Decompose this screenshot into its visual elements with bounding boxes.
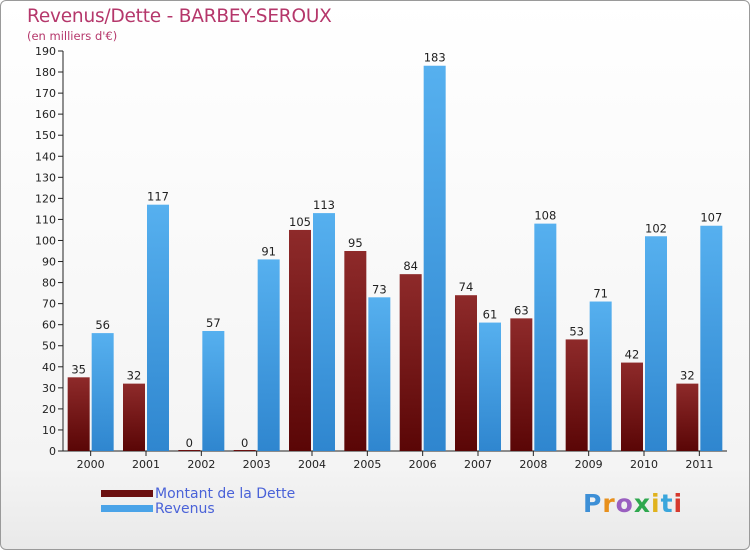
data-label: 105 <box>289 215 311 229</box>
x-tick-label: 2004 <box>298 458 326 471</box>
data-label: 53 <box>569 324 584 338</box>
bar-revenus <box>147 204 169 451</box>
data-label: 0 <box>186 436 193 450</box>
data-label: 57 <box>206 316 221 330</box>
x-tick-label: 2005 <box>353 458 381 471</box>
legend-label-revenus: Revenus <box>155 501 215 517</box>
bar-dette <box>676 383 699 451</box>
axes: 0102030405060708090100110120130140150160… <box>35 45 727 471</box>
bar-revenus <box>645 236 667 451</box>
y-tick-label: 100 <box>35 234 56 247</box>
y-tick-label: 120 <box>35 192 56 205</box>
bar-dette <box>455 295 477 451</box>
x-tick-label: 2007 <box>464 458 492 471</box>
bar-revenus <box>368 297 391 451</box>
x-tick-label: 2011 <box>685 458 713 471</box>
y-tick-label: 90 <box>42 256 56 269</box>
x-tick-label: 2010 <box>630 458 658 471</box>
data-label: 113 <box>313 198 335 212</box>
data-label: 95 <box>348 236 363 250</box>
bar-dette <box>344 251 367 451</box>
data-label: 32 <box>680 369 695 383</box>
x-tick-label: 2008 <box>519 458 547 471</box>
legend-swatch-dette <box>101 490 153 497</box>
data-label: 74 <box>459 280 474 294</box>
data-label: 35 <box>71 362 86 376</box>
bar-revenus <box>91 333 114 451</box>
logo-letter: i <box>673 489 684 518</box>
data-label: 63 <box>514 303 529 317</box>
data-label: 56 <box>95 318 110 332</box>
chart-subtitle: (en milliers d'€) <box>27 29 118 43</box>
data-label: 108 <box>534 209 556 223</box>
data-label: 91 <box>261 244 276 258</box>
data-label: 61 <box>483 308 498 322</box>
logo-letter: P <box>583 489 603 518</box>
logo-letter: t <box>660 489 674 518</box>
data-label: 102 <box>645 221 667 235</box>
y-tick-label: 180 <box>35 66 56 79</box>
data-label: 84 <box>403 259 418 273</box>
bar-revenus <box>423 65 446 451</box>
y-tick-label: 190 <box>35 45 56 58</box>
bar-revenus <box>479 322 501 451</box>
bar-revenus <box>534 223 557 451</box>
x-tick-label: 2006 <box>409 458 437 471</box>
y-tick-label: 140 <box>35 150 56 163</box>
data-label: 107 <box>700 211 722 225</box>
bar-revenus <box>700 225 723 451</box>
proxiti-logo: Proxiti <box>583 489 683 518</box>
legend-label-dette: Montant de la Dette <box>155 486 296 502</box>
y-tick-label: 40 <box>42 361 56 374</box>
y-tick-label: 130 <box>35 171 56 184</box>
y-tick-label: 150 <box>35 129 56 142</box>
y-tick-label: 80 <box>42 277 56 290</box>
bar-revenus <box>313 213 335 451</box>
logo-letter: x <box>633 489 651 518</box>
bar-dette <box>621 362 643 451</box>
y-tick-label: 0 <box>49 445 56 458</box>
x-tick-label: 2003 <box>243 458 271 471</box>
y-tick-label: 110 <box>35 213 56 226</box>
data-label: 183 <box>424 51 446 65</box>
data-label: 117 <box>147 190 169 204</box>
bar-dette <box>565 339 588 451</box>
bar-dette <box>510 318 533 451</box>
logo-letter: o <box>615 489 634 518</box>
y-tick-label: 170 <box>35 87 56 100</box>
bar-dette <box>67 377 90 451</box>
logo-letter: i <box>651 489 661 518</box>
data-label: 73 <box>372 282 387 296</box>
y-tick-label: 10 <box>42 424 56 437</box>
bar-dette <box>123 383 145 451</box>
bars <box>67 65 723 451</box>
y-tick-label: 60 <box>42 319 56 332</box>
y-tick-label: 20 <box>42 403 56 416</box>
x-tick-label: 2009 <box>575 458 603 471</box>
bar-revenus <box>589 301 612 451</box>
bar-revenus <box>202 331 225 451</box>
y-tick-label: 50 <box>42 340 56 353</box>
data-label: 32 <box>127 369 142 383</box>
x-tick-label: 2000 <box>77 458 105 471</box>
y-tick-label: 30 <box>42 382 56 395</box>
data-label: 71 <box>593 287 608 301</box>
data-label: 42 <box>625 348 640 362</box>
bar-dette <box>289 229 311 451</box>
bar-revenus <box>257 259 280 451</box>
legend-swatch-revenus <box>101 505 153 512</box>
x-tick-label: 2001 <box>132 458 160 471</box>
x-tick-label: 2002 <box>187 458 215 471</box>
chart-title: Revenus/Dette - BARBEY-SEROUX <box>27 6 332 27</box>
y-tick-label: 160 <box>35 108 56 121</box>
bar-dette <box>399 274 422 451</box>
logo-letter: r <box>602 489 616 518</box>
y-tick-label: 70 <box>42 298 56 311</box>
data-label: 0 <box>241 436 248 450</box>
